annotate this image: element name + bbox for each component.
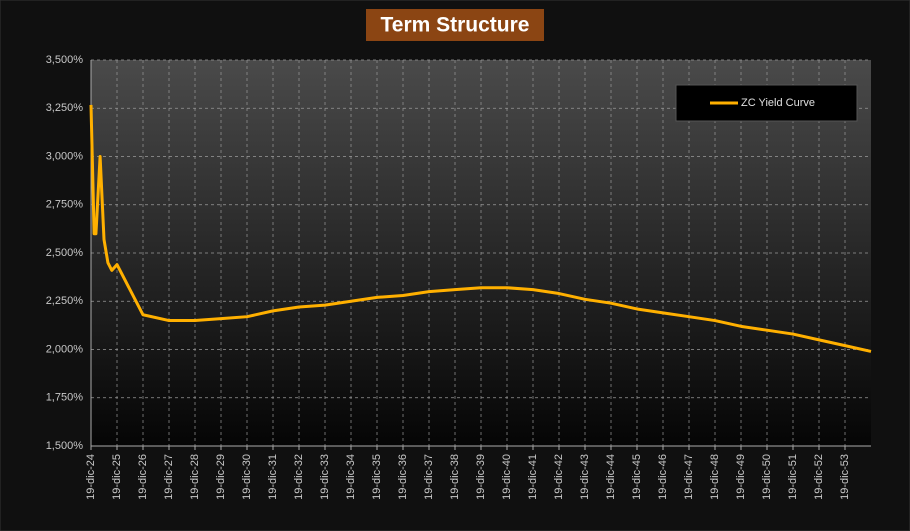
x-tick-label: 19-dic-39: [475, 454, 487, 500]
x-tick-label: 19-dic-35: [371, 454, 383, 500]
x-tick-label: 19-dic-25: [111, 454, 123, 500]
x-tick-label: 19-dic-34: [345, 454, 357, 500]
x-tick-label: 19-dic-41: [527, 454, 539, 500]
y-tick-label: 2,500%: [46, 247, 84, 259]
x-tick-label: 19-dic-27: [163, 454, 175, 500]
x-tick-label: 19-dic-32: [293, 454, 305, 500]
x-tick-label: 19-dic-50: [761, 454, 773, 500]
x-tick-label: 19-dic-28: [189, 454, 201, 500]
x-tick-label: 19-dic-49: [735, 454, 747, 500]
x-tick-label: 19-dic-40: [501, 454, 513, 500]
y-tick-label: 2,750%: [46, 199, 84, 211]
y-tick-label: 2,000%: [46, 343, 84, 355]
x-tick-label: 19-dic-47: [683, 454, 695, 500]
x-tick-label: 19-dic-30: [241, 454, 253, 500]
chart-title: Term Structure: [381, 14, 530, 37]
x-tick-label: 19-dic-52: [813, 454, 825, 500]
x-tick-label: 19-dic-31: [267, 454, 279, 500]
legend-label: ZC Yield Curve: [741, 97, 815, 109]
x-tick-label: 19-dic-42: [553, 454, 565, 500]
y-tick-label: 2,250%: [46, 295, 84, 307]
x-tick-label: 19-dic-36: [397, 454, 409, 500]
x-tick-label: 19-dic-45: [631, 454, 643, 500]
x-tick-label: 19-dic-44: [605, 454, 617, 500]
y-tick-label: 3,500%: [46, 54, 84, 66]
x-tick-label: 19-dic-48: [709, 454, 721, 500]
y-tick-label: 3,000%: [46, 150, 84, 162]
line: [89, 104, 872, 353]
y-tick-label: 1,500%: [46, 440, 84, 452]
x-tick-label: 19-dic-37: [423, 454, 435, 500]
x-tick-label: 19-dic-24: [85, 454, 97, 500]
y-tick-label: 3,250%: [46, 102, 84, 114]
x-tick-label: 19-dic-46: [657, 454, 669, 500]
x-tick-label: 19-dic-33: [319, 454, 331, 500]
y-tick-label: 1,750%: [46, 392, 84, 404]
x-tick-label: 19-dic-38: [449, 454, 461, 500]
x-tick-label: 19-dic-26: [137, 454, 149, 500]
x-tick-label: 19-dic-53: [839, 454, 851, 500]
legend: [675, 84, 858, 122]
x-tick-label: 19-dic-51: [787, 454, 799, 500]
x-tick-label: 19-dic-29: [215, 454, 227, 500]
title-box: [366, 9, 544, 41]
x-tick-label: 19-dic-43: [579, 454, 591, 500]
